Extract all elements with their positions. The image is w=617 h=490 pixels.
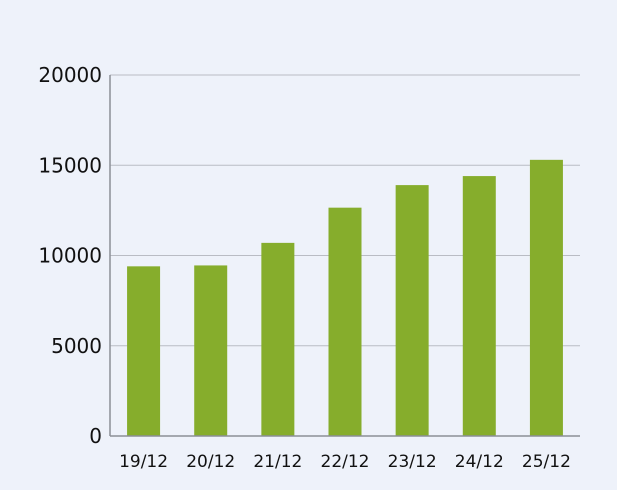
- y-tick-label: 5000: [51, 334, 102, 358]
- y-tick-label: 20000: [38, 63, 102, 87]
- x-tick-label: 23/12: [388, 452, 437, 472]
- axes: [109, 75, 580, 437]
- y-tick-label: 15000: [38, 153, 102, 177]
- x-tick-label: 25/12: [522, 452, 571, 472]
- x-tick-label: 22/12: [321, 452, 370, 472]
- bar-24-12: [462, 176, 496, 436]
- bar-25-12: [529, 159, 563, 436]
- x-tick-label: 20/12: [186, 452, 235, 472]
- y-tick-label: 0: [89, 424, 102, 448]
- x-tick-label: 19/12: [119, 452, 168, 472]
- bar-21-12: [261, 242, 295, 436]
- bar-19-12: [127, 266, 161, 436]
- x-tick-label: 21/12: [253, 452, 302, 472]
- x-tick-labels: 19/12 20/12 21/12 22/12 23/12 24/12 25/12: [119, 452, 571, 472]
- bar-20-12: [194, 265, 228, 436]
- bar-22-12: [328, 207, 362, 436]
- bars: [127, 159, 563, 436]
- x-tick-label: 24/12: [455, 452, 504, 472]
- y-tick-label: 10000: [38, 244, 102, 268]
- y-tick-labels: 0 5000 10000 15000 20000: [38, 63, 102, 448]
- bar-23-12: [395, 185, 429, 436]
